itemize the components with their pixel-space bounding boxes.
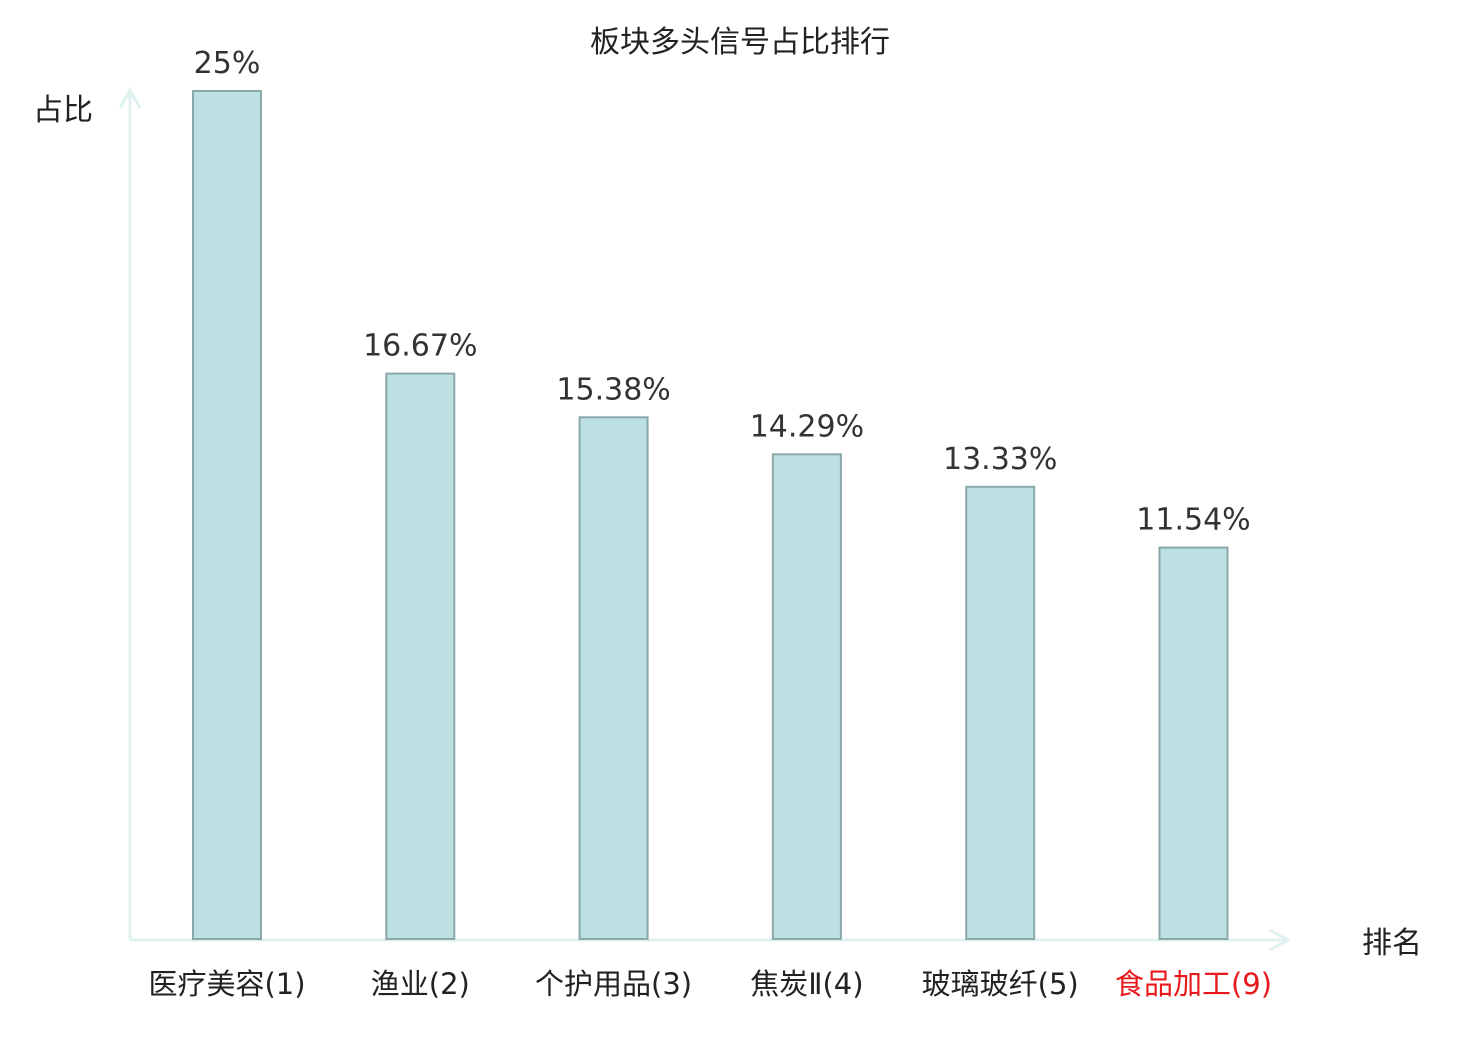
y-axis-label: 占比 [33,93,93,128]
value-labels: 25% 16.67% 15.38% 14.29% 13.33% 11.54% [194,46,1251,538]
x-tick-label: 玻璃玻纤(5) [922,967,1079,1001]
x-tick-label: 食品加工(9) [1115,967,1272,1001]
bar-series [192,90,1229,941]
bar [771,453,842,940]
data-label: 11.54% [1136,503,1250,538]
x-axis-arrow-icon [1269,928,1292,952]
x-axis-label: 排名 [1362,926,1422,961]
data-label: 16.67% [363,329,477,364]
bar [1158,546,1229,940]
x-axis: 排名 [130,926,1422,961]
data-label: 15.38% [556,372,670,407]
x-tick-labels: 医疗美容(1) 渔业(2) 个护用品(3) 焦炭Ⅱ(4) 玻璃玻纤(5) 食品加工(9) [148,967,1272,1001]
bar [192,90,262,940]
x-tick-label: 医疗美容(1) [148,967,305,1001]
chart-title: 板块多头信号占比排行 [590,25,890,60]
bar [385,372,456,941]
x-tick-label: 渔业(2) [371,967,470,1001]
x-tick-label: 个护用品(3) [535,967,692,1001]
bar [965,485,1036,940]
bar [578,416,649,940]
y-axis: 占比 [33,86,142,940]
y-axis-arrow-icon [118,86,142,109]
data-label: 14.29% [750,409,864,444]
data-label: 13.33% [943,442,1057,477]
data-label: 25% [194,46,261,81]
x-tick-label: 焦炭Ⅱ(4) [750,967,863,1001]
